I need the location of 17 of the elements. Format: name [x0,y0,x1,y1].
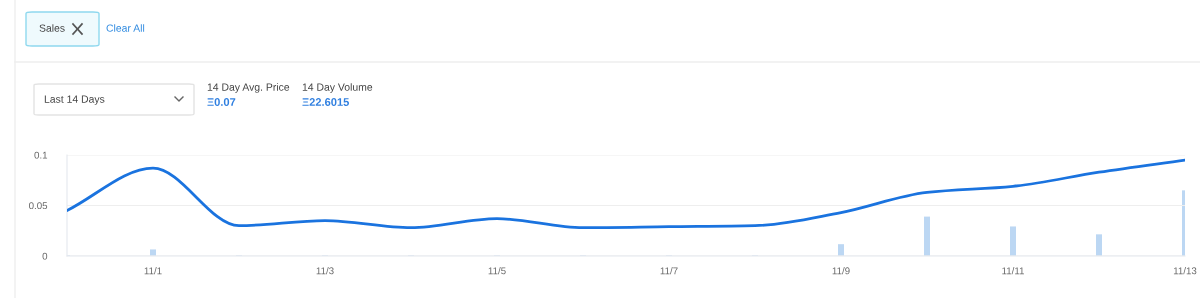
x-tick-label: 11/1 [144,267,162,275]
text: Sales [39,24,65,32]
y-tick-label: 0 [42,252,48,260]
text: 14 Day Avg. Price [207,83,290,93]
text: Ξ0.07 [207,98,236,106]
y-tick-label: 0.05 [29,202,48,210]
x-tick-label: 11/7 [660,267,678,275]
x-tick-label: 11/5 [488,267,506,275]
text: 14 Day Volume [302,83,373,93]
y-tick-label: 0.1 [34,151,48,159]
x-tick-label: 11/11 [1002,267,1024,275]
x-tick-label: 11/9 [832,267,850,275]
text: Last 14 Days [44,95,105,105]
x-tick-label: 11/3 [316,267,334,275]
x-tick-label: 11/13 [1173,267,1197,275]
text: Clear All [106,24,145,32]
text: Ξ22.6015 [302,98,349,106]
